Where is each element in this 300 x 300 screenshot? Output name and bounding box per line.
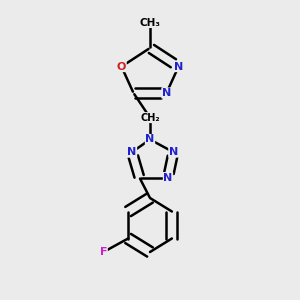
Text: N: N [128,147,136,157]
Text: N: N [164,172,172,183]
Text: N: N [162,88,171,98]
Text: O: O [117,61,126,72]
Text: F: F [100,247,107,257]
Text: CH₂: CH₂ [140,112,160,123]
Text: N: N [174,61,183,72]
Text: CH₃: CH₃ [140,17,160,28]
Text: N: N [146,134,154,145]
Text: N: N [169,147,178,157]
